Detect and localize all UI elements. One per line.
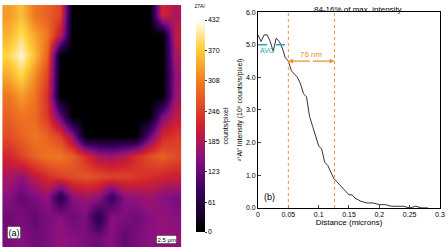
- svg-text:(a): (a): [9, 228, 20, 238]
- svg-text:76 nm: 76 nm: [300, 50, 323, 59]
- svg-text:5.0: 5.0: [246, 41, 256, 48]
- svg-text:counts/pixel: counts/pixel: [222, 107, 230, 144]
- svg-text:0: 0: [208, 228, 212, 235]
- svg-text:246: 246: [208, 108, 220, 115]
- svg-text:0.05: 0.05: [282, 211, 296, 218]
- svg-text:308: 308: [208, 77, 220, 84]
- svg-text:0.25: 0.25: [403, 211, 417, 218]
- svg-text:4.0: 4.0: [246, 74, 256, 81]
- svg-text:6.0: 6.0: [246, 9, 256, 16]
- svg-text:0.0: 0.0: [246, 204, 256, 211]
- svg-text:84-16% of max. intensity: 84-16% of max. intensity: [314, 5, 402, 14]
- svg-text:AVG: AVG: [260, 47, 274, 54]
- svg-text:0.1: 0.1: [314, 211, 324, 218]
- svg-text:185: 185: [208, 138, 220, 145]
- svg-text:0: 0: [256, 211, 260, 218]
- svg-text:432: 432: [208, 16, 220, 23]
- svg-text:²⁷Al⁺ Intensity (10⁶ counts/s/: ²⁷Al⁺ Intensity (10⁶ counts/s/pixel): [236, 59, 244, 162]
- svg-text:370: 370: [208, 47, 220, 54]
- svg-text:0.2: 0.2: [374, 211, 384, 218]
- svg-text:0.3: 0.3: [435, 211, 445, 218]
- svg-text:27Al: 27Al: [195, 3, 205, 9]
- svg-text:1.0: 1.0: [246, 172, 256, 179]
- svg-text:2.0: 2.0: [246, 139, 256, 146]
- svg-text:(b): (b): [264, 192, 275, 202]
- svg-text:2.5 µm: 2.5 µm: [158, 237, 176, 243]
- svg-text:123: 123: [208, 168, 220, 175]
- svg-text:3.0: 3.0: [246, 106, 256, 113]
- svg-text:Distance (microns): Distance (microns): [316, 218, 383, 227]
- svg-text:61: 61: [208, 199, 216, 206]
- svg-text:0.15: 0.15: [342, 211, 356, 218]
